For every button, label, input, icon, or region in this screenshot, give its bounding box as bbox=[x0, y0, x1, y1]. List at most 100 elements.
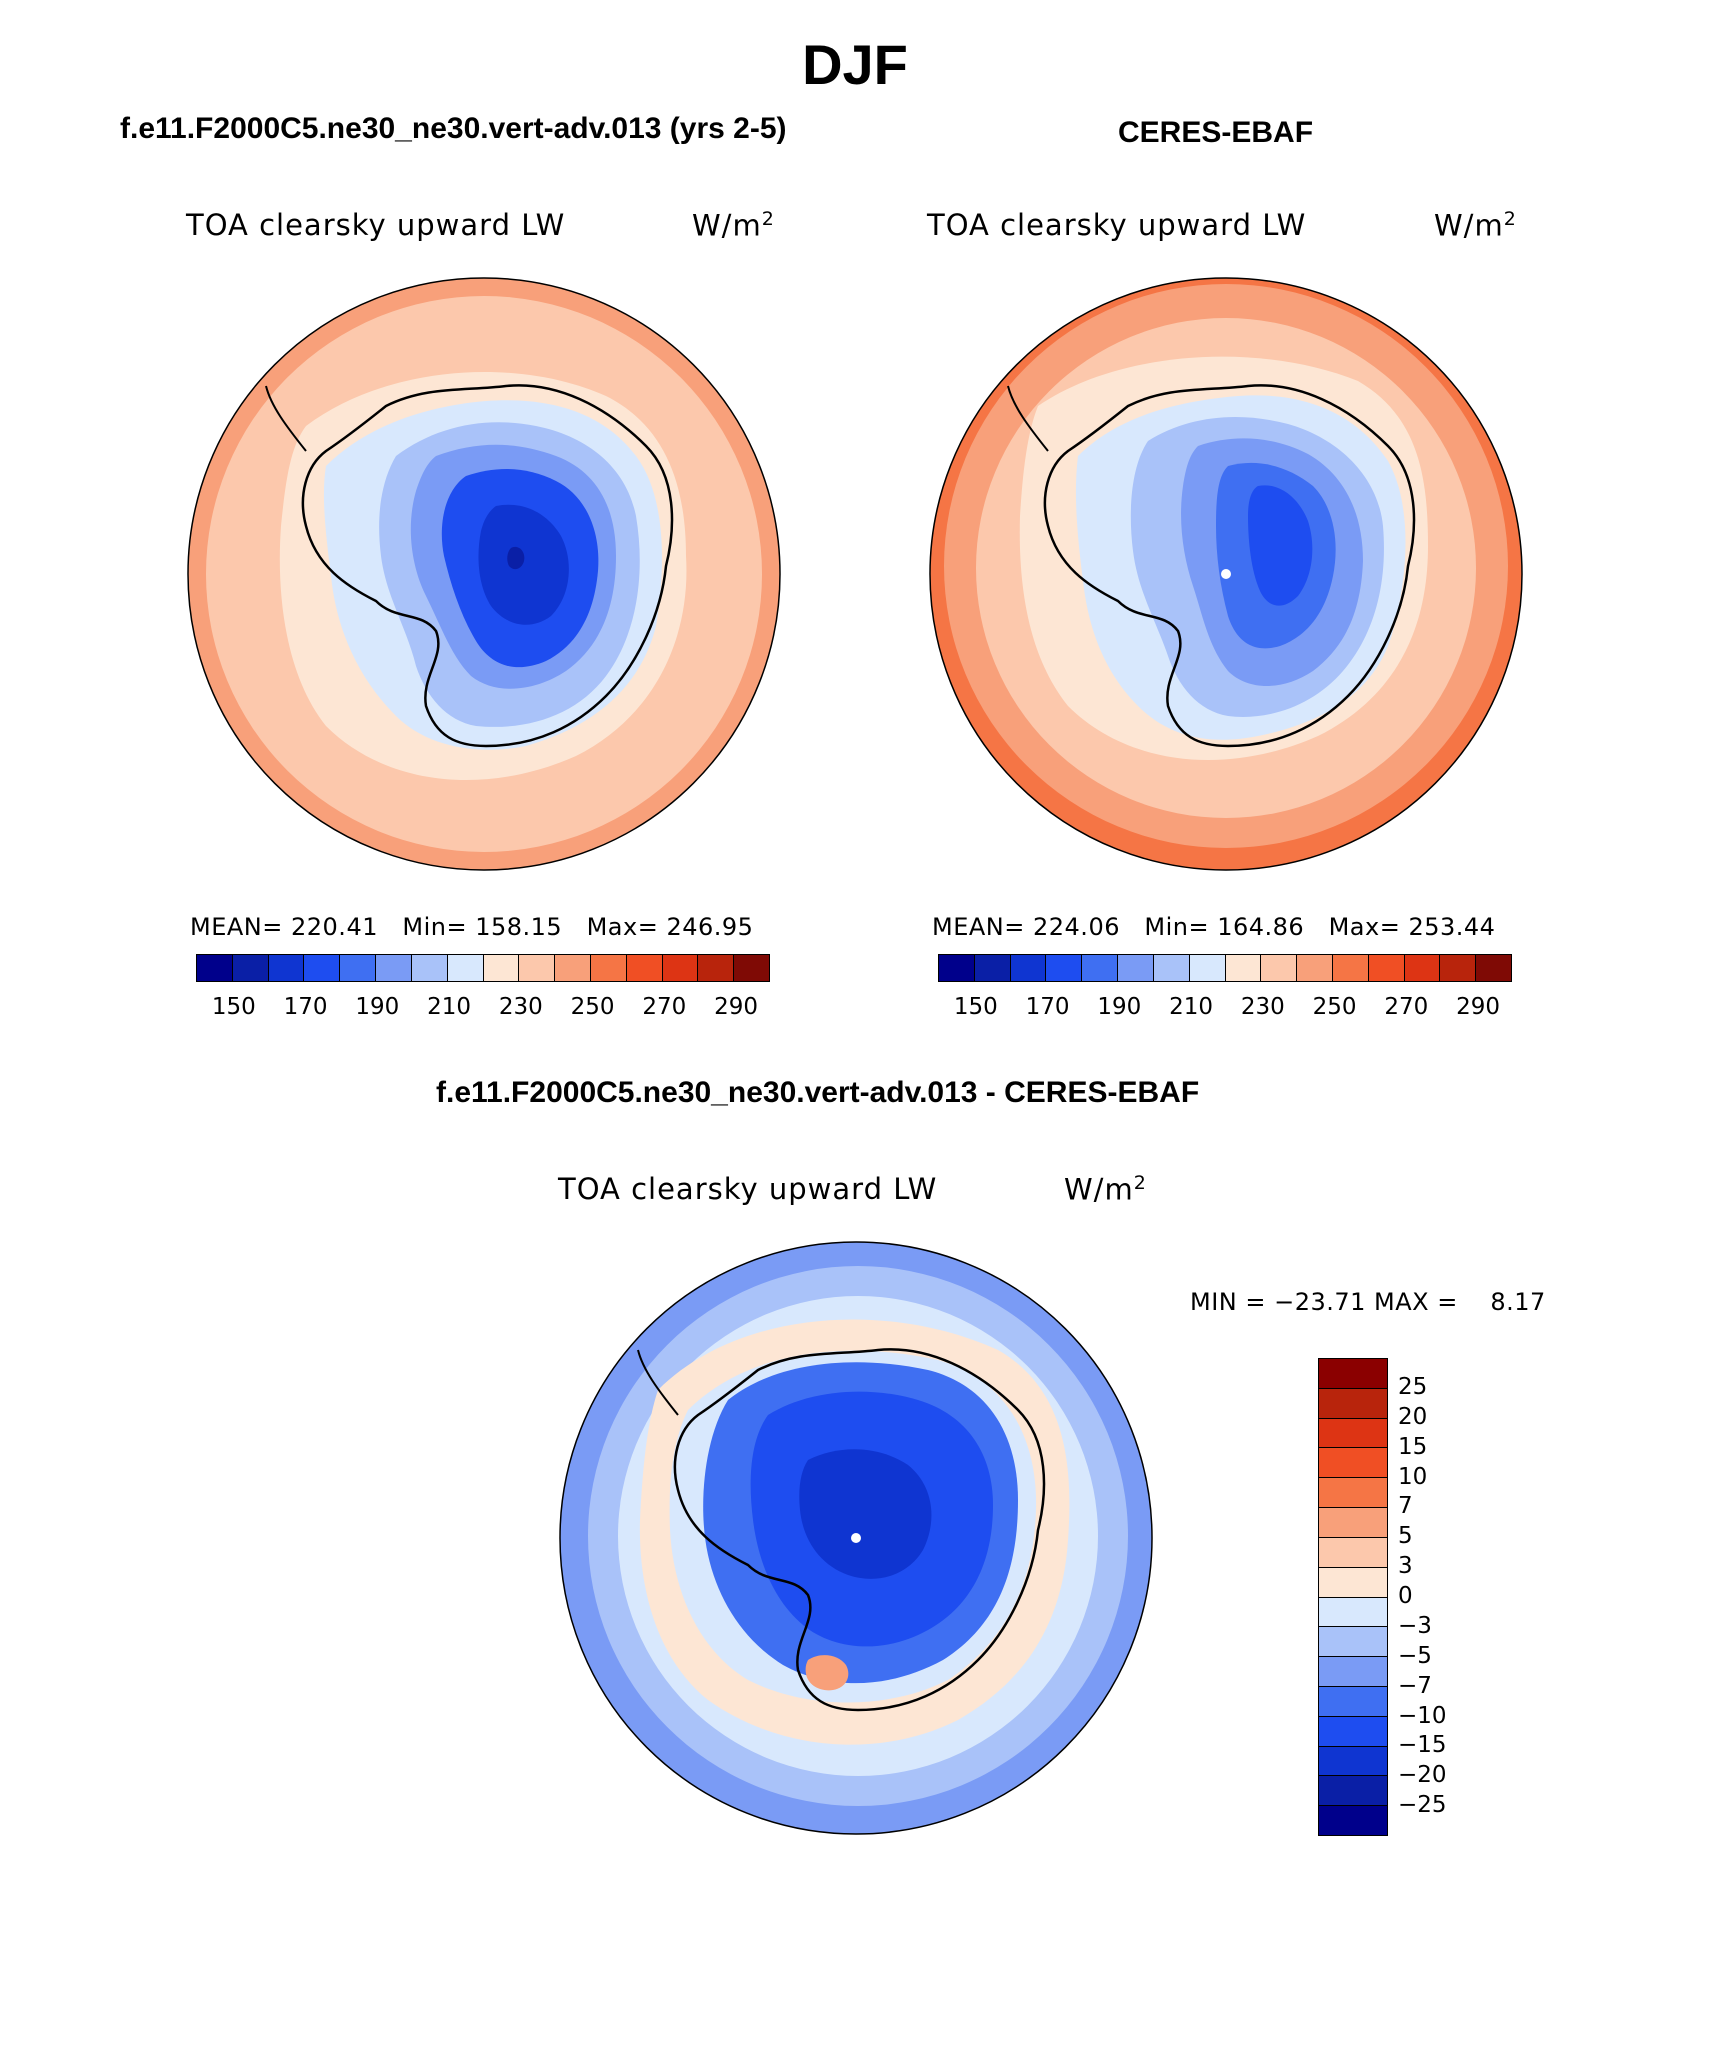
max-label: Max= bbox=[586, 913, 659, 941]
diff-units: W/m2 bbox=[1064, 1172, 1147, 1207]
units-text: W/m bbox=[692, 208, 762, 243]
colorbar-tick-label: 20 bbox=[1398, 1403, 1428, 1430]
colorbar-swatch bbox=[482, 955, 519, 981]
colorbar-swatch bbox=[1319, 1477, 1387, 1508]
colorbar-swatch bbox=[1319, 1507, 1387, 1537]
colorbar-tick-label: 7 bbox=[1398, 1493, 1413, 1520]
colorbar-swatch bbox=[1152, 955, 1189, 981]
colorbar-swatch bbox=[1260, 955, 1297, 981]
panel-right-units: W/m2 bbox=[1434, 208, 1517, 243]
colorbar-swatch bbox=[1319, 1387, 1387, 1418]
map-difference-antarctica bbox=[559, 1241, 1153, 1835]
colorbar-tick-label: 290 bbox=[1456, 994, 1501, 1020]
colorbar-swatch bbox=[303, 955, 340, 981]
colorbar-tick-label: 230 bbox=[498, 994, 543, 1020]
colorbar-swatch bbox=[661, 955, 698, 981]
diff-header: f.e11.F2000C5.ne30_ne30.vert-adv.013 - C… bbox=[436, 1076, 1200, 1109]
colorbar-swatch bbox=[1319, 1566, 1387, 1597]
colorbar-tick-label: 25 bbox=[1398, 1373, 1428, 1400]
colorbar-tick-label: 150 bbox=[211, 994, 256, 1020]
colorbar-right bbox=[938, 954, 1512, 982]
colorbar-tick-label: 190 bbox=[1097, 994, 1142, 1020]
colorbar-tick-label: 250 bbox=[1312, 994, 1357, 1020]
colorbar-swatch bbox=[1331, 955, 1368, 981]
pole-marker bbox=[1221, 569, 1231, 579]
colorbar-tick-label: 0 bbox=[1398, 1583, 1413, 1609]
units-exponent: 2 bbox=[761, 208, 775, 230]
colorbar-diff-labels: 25 20 15 10 7 5 3 0 −3 −5 −7 −10 −15 −20 −25 bbox=[1398, 1358, 1478, 1836]
map-boundary bbox=[559, 1241, 1153, 1835]
coastline-antarctica bbox=[673, 1348, 1046, 1712]
units-text: W/m bbox=[1434, 208, 1504, 243]
colorbar-swatch bbox=[1319, 1447, 1387, 1478]
map-boundary bbox=[929, 277, 1523, 871]
coastline-peninsula bbox=[265, 385, 307, 452]
colorbar-tick-label: 170 bbox=[1025, 994, 1070, 1020]
colorbar-tick-label: 230 bbox=[1240, 994, 1285, 1020]
colorbar-swatch bbox=[697, 955, 734, 981]
colorbar-swatch bbox=[1319, 1596, 1387, 1627]
colorbar-swatch bbox=[1045, 955, 1082, 981]
field-zone-core bbox=[478, 504, 569, 625]
colorbar-swatch bbox=[446, 955, 483, 981]
colorbar-right-labels: 150 170 190 210 230 250 270 290 bbox=[938, 994, 1512, 1024]
panel-right-variable: TOA clearsky upward LW bbox=[927, 208, 1307, 242]
diff-field-positive-anomaly bbox=[805, 1655, 849, 1691]
colorbar-swatch bbox=[231, 955, 268, 981]
colorbar-tick-label: 270 bbox=[642, 994, 687, 1020]
colorbar-tick-label: −10 bbox=[1398, 1702, 1447, 1729]
colorbar-swatch bbox=[939, 955, 974, 981]
min-value: 164.86 bbox=[1217, 913, 1305, 941]
panel-left-stats: MEAN= 220.41 Min= 158.15 Max= 246.95 bbox=[190, 913, 753, 941]
colorbar-left-labels: 150 170 190 210 230 250 270 290 bbox=[196, 994, 770, 1024]
colorbar-tick-label: −15 bbox=[1398, 1732, 1447, 1759]
diff-minmax: MIN = −23.71 MAX = 8.17 bbox=[1190, 1288, 1546, 1316]
colorbar-swatch bbox=[1319, 1715, 1387, 1746]
coastline-antarctica bbox=[1043, 384, 1416, 748]
map-ceres-antarctica bbox=[929, 277, 1523, 871]
colorbar-diff bbox=[1318, 1358, 1388, 1836]
colorbar-swatch bbox=[1319, 1775, 1387, 1806]
min-label: Min= bbox=[402, 913, 468, 941]
max-value: 246.95 bbox=[666, 913, 754, 941]
colorbar-tick-label: 290 bbox=[714, 994, 759, 1020]
colorbar-tick-label: 190 bbox=[355, 994, 400, 1020]
coastline-peninsula bbox=[1007, 385, 1049, 452]
colorbar-swatch bbox=[518, 955, 555, 981]
figure-title: DJF bbox=[802, 33, 908, 96]
coastline-antarctica bbox=[301, 384, 674, 748]
colorbar-tick-label: −7 bbox=[1398, 1672, 1432, 1699]
colorbar-swatch bbox=[1319, 1685, 1387, 1716]
max-label: Max= bbox=[1328, 913, 1401, 941]
units-text: W/m bbox=[1064, 1172, 1134, 1207]
panel-left-variable: TOA clearsky upward LW bbox=[186, 208, 566, 242]
colorbar-swatch bbox=[625, 955, 662, 981]
colorbar-tick-label: 150 bbox=[953, 994, 998, 1020]
colorbar-tick-label: 10 bbox=[1398, 1463, 1428, 1490]
colorbar-swatch bbox=[1319, 1417, 1387, 1448]
panel-left-header: f.e11.F2000C5.ne30_ne30.vert-adv.013 (yr… bbox=[120, 112, 787, 145]
colorbar-swatch bbox=[1475, 955, 1511, 981]
colorbar-swatch bbox=[1296, 955, 1332, 981]
max-value: 253.44 bbox=[1408, 913, 1496, 941]
mean-value: 224.06 bbox=[1033, 913, 1120, 941]
colorbar-swatch bbox=[1224, 955, 1261, 981]
colorbar-swatch bbox=[1117, 955, 1153, 981]
colorbar-tick-label: −5 bbox=[1398, 1642, 1432, 1669]
colorbar-tick-label: 210 bbox=[427, 994, 472, 1020]
colorbar-swatch bbox=[1188, 955, 1225, 981]
colorbar-tick-label: 210 bbox=[1169, 994, 1214, 1020]
colorbar-swatch bbox=[1319, 1359, 1387, 1388]
colorbar-swatch bbox=[1319, 1536, 1387, 1567]
mean-label: MEAN= bbox=[932, 913, 1025, 941]
panel-right-header: CERES-EBAF bbox=[1118, 116, 1314, 149]
panel-right-stats: MEAN= 224.06 Min= 164.86 Max= 253.44 bbox=[932, 913, 1495, 941]
colorbar-swatch bbox=[1319, 1656, 1387, 1686]
colorbar-swatch bbox=[1367, 955, 1404, 981]
colorbar-swatch bbox=[554, 955, 590, 981]
units-exponent: 2 bbox=[1133, 1172, 1147, 1194]
field-minimum bbox=[507, 546, 525, 570]
colorbar-swatch bbox=[339, 955, 376, 981]
map-boundary bbox=[187, 277, 781, 871]
diff-variable: TOA clearsky upward LW bbox=[558, 1172, 938, 1206]
